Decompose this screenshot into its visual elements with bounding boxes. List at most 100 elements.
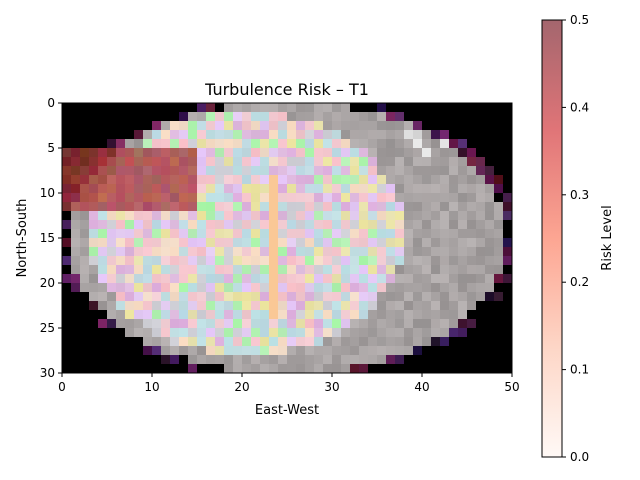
- heatmap-cell: [251, 121, 261, 131]
- heatmap-cell: [98, 166, 108, 176]
- heatmap-cell: [179, 112, 189, 122]
- heatmap-cell: [503, 292, 512, 302]
- heatmap-cell: [431, 355, 441, 365]
- heatmap-cell: [89, 229, 99, 239]
- heatmap-cell: [359, 193, 369, 203]
- heatmap-cell: [305, 166, 315, 176]
- heatmap-cell: [359, 229, 369, 239]
- heatmap-cell: [224, 319, 234, 329]
- heatmap-cell: [62, 292, 72, 302]
- heatmap-cell: [242, 247, 252, 257]
- heatmap-cell: [215, 283, 225, 293]
- heatmap-cell: [224, 364, 234, 373]
- heatmap-cell: [134, 346, 144, 356]
- heatmap-cell: [332, 301, 342, 311]
- heatmap-cell: [296, 337, 306, 347]
- heatmap-cell: [152, 157, 162, 167]
- heatmap-cell: [80, 292, 90, 302]
- heatmap-cell: [152, 175, 162, 185]
- heatmap-cell: [161, 130, 171, 140]
- heatmap-cell: [107, 175, 117, 185]
- heatmap-cell: [251, 220, 261, 230]
- heatmap-cell: [98, 139, 108, 149]
- heatmap-cell: [242, 220, 252, 230]
- heatmap-cell: [107, 247, 117, 257]
- heatmap-cell: [269, 337, 279, 347]
- heatmap-cell: [314, 103, 324, 113]
- heatmap-cell: [494, 265, 504, 275]
- colorbar-tick-label: 0.2: [570, 275, 589, 289]
- heatmap-cell: [458, 202, 468, 212]
- heatmap-cell: [170, 220, 180, 230]
- heatmap-cell: [314, 211, 324, 221]
- heatmap-cell: [323, 139, 333, 149]
- heatmap-cell: [449, 256, 459, 266]
- heatmap-cell: [107, 265, 117, 275]
- heatmap-cell: [206, 283, 216, 293]
- heatmap-cell: [188, 292, 198, 302]
- heatmap-cell: [458, 121, 468, 131]
- heatmap-cell: [476, 238, 486, 248]
- heatmap-cell: [440, 175, 450, 185]
- heatmap-cell: [386, 193, 396, 203]
- heatmap-cell: [80, 274, 90, 284]
- heatmap-cell: [386, 121, 396, 131]
- heatmap-cell: [323, 184, 333, 194]
- heatmap-cell: [287, 283, 297, 293]
- heatmap-cell: [368, 229, 378, 239]
- heatmap-cell: [242, 193, 252, 203]
- heatmap-cell: [449, 328, 459, 338]
- heatmap-cell: [395, 148, 405, 158]
- heatmap-cell: [485, 220, 495, 230]
- heatmap-cell: [143, 139, 153, 149]
- heatmap-cell: [341, 148, 351, 158]
- heatmap-cell: [80, 319, 90, 329]
- heatmap-cell: [467, 166, 477, 176]
- heatmap-cell: [260, 328, 270, 338]
- heatmap-cell: [161, 103, 171, 113]
- heatmap-cell: [170, 292, 180, 302]
- heatmap-cell: [368, 166, 378, 176]
- heatmap-cell: [404, 166, 414, 176]
- heatmap-cell: [485, 364, 495, 373]
- heatmap-cell: [350, 355, 360, 365]
- x-tick-label: 10: [144, 380, 159, 394]
- heatmap-cell: [314, 184, 324, 194]
- heatmap-cell: [116, 193, 126, 203]
- heatmap-cell: [269, 328, 279, 338]
- heatmap-cell: [143, 175, 153, 185]
- heatmap-cell: [404, 337, 414, 347]
- heatmap-cell: [494, 364, 504, 373]
- heatmap-cell: [206, 139, 216, 149]
- heatmap-cell: [89, 148, 99, 158]
- heatmap-cell: [98, 130, 108, 140]
- heatmap-cell: [476, 220, 486, 230]
- heatmap-cell: [332, 121, 342, 131]
- heatmap-cell: [305, 319, 315, 329]
- heatmap-cell: [206, 364, 216, 373]
- heatmap-cell: [422, 328, 432, 338]
- heatmap-cell: [413, 202, 423, 212]
- heatmap-cell: [125, 202, 135, 212]
- heatmap-cell: [242, 319, 252, 329]
- heatmap-cell: [242, 355, 252, 365]
- heatmap-cell: [440, 274, 450, 284]
- heatmap-cell: [89, 166, 99, 176]
- heatmap-cell: [341, 121, 351, 131]
- heatmap-cell: [125, 103, 135, 113]
- heatmap-cell: [269, 319, 279, 329]
- heatmap-cell: [170, 355, 180, 365]
- heatmap-cell: [161, 112, 171, 122]
- heatmap-cell: [98, 220, 108, 230]
- heatmap-cell: [269, 130, 279, 140]
- heatmap-cell: [89, 337, 99, 347]
- heatmap-cell: [404, 202, 414, 212]
- heatmap-cell: [314, 265, 324, 275]
- heatmap-cell: [143, 121, 153, 131]
- heatmap-cell: [179, 121, 189, 131]
- heatmap-cell: [152, 112, 162, 122]
- heatmap-cell: [323, 193, 333, 203]
- heatmap-cell: [98, 229, 108, 239]
- heatmap-cell: [431, 247, 441, 257]
- heatmap-cell: [413, 211, 423, 221]
